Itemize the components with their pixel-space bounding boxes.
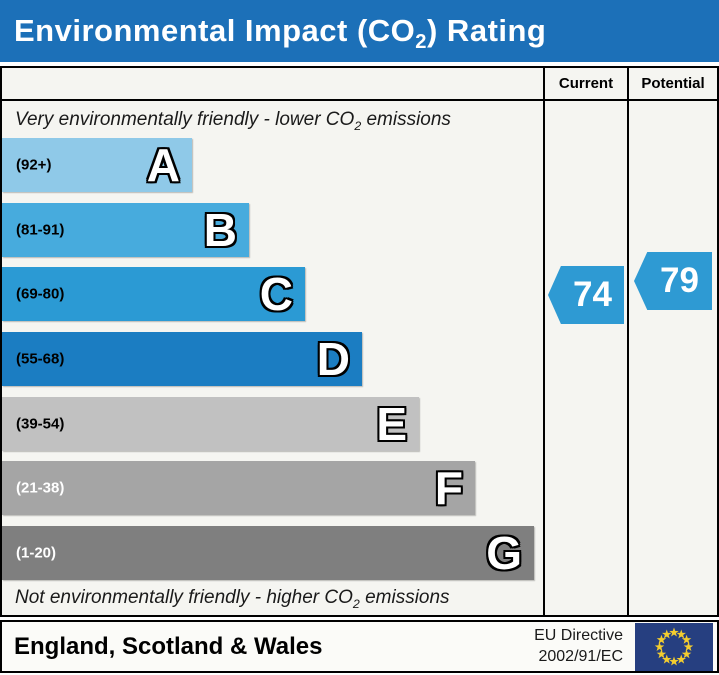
bands-column: Very environmentally friendly - lower CO… <box>2 68 545 615</box>
band-bar-e: (39-54) E <box>2 396 419 451</box>
potential-rating-value: 79 <box>660 261 699 300</box>
potential-column-header: Potential <box>629 68 717 101</box>
band-letter: G <box>486 526 522 579</box>
band-row-a: (92+) A <box>2 138 543 192</box>
footer: England, Scotland & Wales EU Directive 2… <box>0 620 719 673</box>
top-note: Very environmentally friendly - lower CO… <box>2 101 543 138</box>
band-letter: B <box>203 203 237 256</box>
eu-directive-label: EU Directive 2002/91/EC <box>534 626 623 665</box>
band-letter: C <box>259 268 293 321</box>
title-subscript: 2 <box>415 31 427 54</box>
eu-flag-icon <box>635 622 713 671</box>
band-range-label: (69-80) <box>16 285 65 303</box>
bands-area: (92+) A (81-91) B (69-80) C (55-68) <box>2 138 543 580</box>
band-row-f: (21-38) F <box>2 461 543 516</box>
band-row-d: (55-68) D <box>2 331 543 386</box>
band-bar-b: (81-91) B <box>2 202 249 257</box>
bands-column-header <box>2 68 543 101</box>
title-bar: Environmental Impact (CO2) Rating <box>0 0 719 62</box>
band-range-label: (1-20) <box>16 544 57 562</box>
current-rating-arrow: 74 <box>548 266 624 324</box>
potential-column: Potential 79 <box>629 68 717 615</box>
band-range-label: (55-68) <box>16 350 65 368</box>
band-row-b: (81-91) B <box>2 202 543 257</box>
bottom-note: Not environmentally friendly - higher CO… <box>2 580 543 615</box>
band-row-e: (39-54) E <box>2 396 543 451</box>
band-letter: E <box>376 397 407 450</box>
page-title: Environmental Impact (CO2) Rating <box>14 13 547 52</box>
band-bar-c: (69-80) C <box>2 267 305 322</box>
region-label: England, Scotland & Wales <box>14 632 323 660</box>
rating-table: Very environmentally friendly - lower CO… <box>0 66 719 617</box>
band-range-label: (39-54) <box>16 415 65 433</box>
band-range-label: (21-38) <box>16 479 65 497</box>
bottom-note-text: Not environmentally friendly - higher CO… <box>15 586 450 611</box>
title-text: Environmental Impact (CO <box>14 13 416 48</box>
band-range-label: (81-91) <box>16 221 65 239</box>
band-bar-f: (21-38) F <box>2 461 475 516</box>
band-letter: D <box>316 332 350 385</box>
band-letter: F <box>434 462 463 515</box>
band-bar-d: (55-68) D <box>2 331 362 386</box>
band-bar-g: (1-20) G <box>2 525 534 580</box>
band-range-label: (92+) <box>16 156 52 174</box>
title-text-end: ) Rating <box>427 13 547 48</box>
band-letter: A <box>146 139 180 191</box>
current-column: Current 74 <box>545 68 629 615</box>
band-row-g: (1-20) G <box>2 525 543 580</box>
potential-rating-arrow: 79 <box>634 252 712 310</box>
current-rating-value: 74 <box>573 275 612 314</box>
band-bar-a: (92+) A <box>2 138 192 192</box>
current-column-header: Current <box>545 68 627 101</box>
band-row-c: (69-80) C <box>2 267 543 322</box>
top-note-text: Very environmentally friendly - lower CO… <box>15 108 451 133</box>
